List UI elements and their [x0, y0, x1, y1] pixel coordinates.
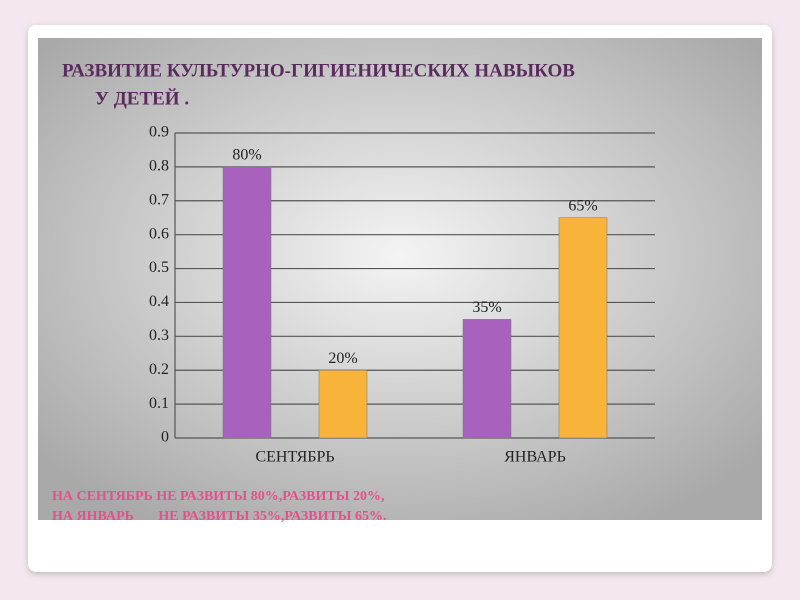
bar — [462, 319, 512, 439]
note-line: НА ЯНВАРЬ НЕ РАЗВИТЫ 35%,РАЗВИТЫ 65%. — [52, 509, 387, 524]
y-tick-label: 0.5 — [149, 259, 169, 276]
title-line: РАЗВИТИЕ КУЛЬТУРНО-ГИГИЕНИЧЕСКИХ НАВЫКОВ — [62, 60, 575, 81]
y-tick-label: 0 — [161, 429, 169, 446]
y-tick-label: 0.1 — [149, 395, 169, 412]
y-tick-label: 0.6 — [149, 225, 169, 242]
value-label: 80% — [232, 147, 261, 164]
note-line: НА СЕНТЯБРЬ НЕ РАЗВИТЫ 80%,РАЗВИТЫ 20%, — [52, 489, 385, 504]
y-tick-label: 0.3 — [149, 327, 169, 344]
title-line: У ДЕТЕЙ . — [95, 87, 189, 109]
value-label: 20% — [328, 350, 357, 367]
y-tick-label: 0.2 — [149, 361, 169, 378]
x-tick-label: ЯНВАРЬ — [504, 449, 566, 466]
bar — [558, 217, 608, 439]
value-label: 35% — [472, 299, 501, 316]
slide-panel — [38, 38, 762, 520]
x-tick-label: СЕНТЯБРЬ — [255, 449, 334, 466]
y-tick-label: 0.4 — [149, 293, 169, 310]
bar — [318, 369, 368, 439]
value-label: 65% — [568, 197, 597, 214]
y-tick-label: 0.9 — [149, 124, 169, 141]
bar — [222, 166, 272, 439]
y-tick-label: 0.8 — [149, 158, 169, 175]
y-tick-label: 0.7 — [149, 191, 169, 208]
